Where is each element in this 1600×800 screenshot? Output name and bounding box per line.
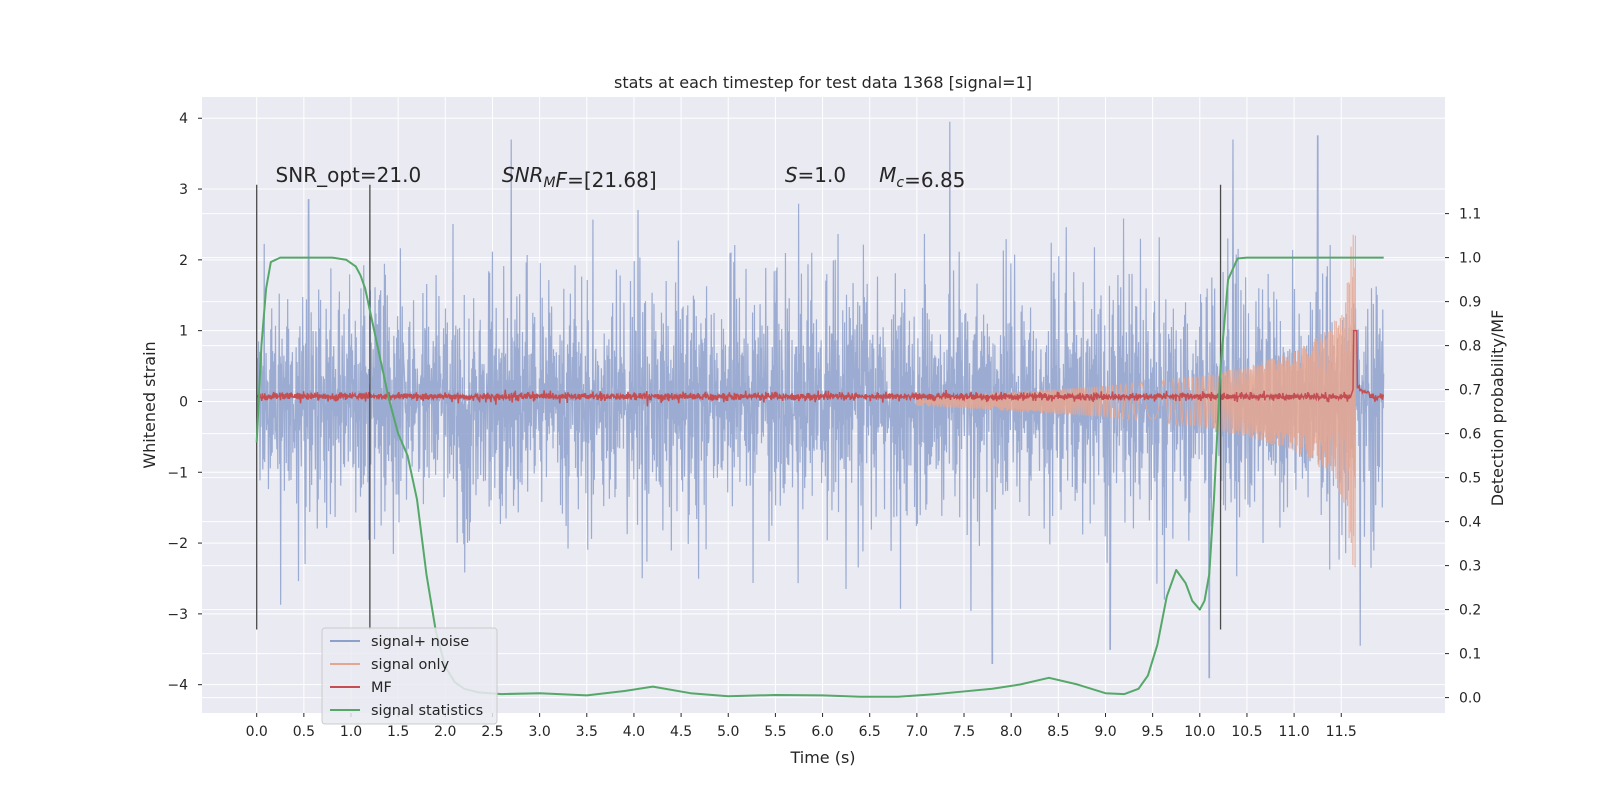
y-tick-label: −3	[167, 607, 188, 623]
y-tick-label: 3	[179, 182, 188, 198]
x-tick-label: 0.5	[293, 724, 315, 740]
legend-label-signal-only: signal only	[371, 657, 450, 673]
y2-tick-label: 0.9	[1459, 295, 1481, 311]
x-tick-label: 3.5	[576, 724, 598, 740]
y2-tick-label: 1.0	[1459, 251, 1481, 267]
y2-tick-label: 1.1	[1459, 207, 1481, 223]
chart-title: stats at each timestep for test data 136…	[614, 73, 1032, 92]
x-tick-label: 7.0	[906, 724, 928, 740]
x-tick-label: 3.0	[528, 724, 550, 740]
x-axis-label: Time (s)	[789, 748, 855, 767]
y-tick-label: −4	[167, 678, 188, 694]
annotation-text: Mc=6.85	[879, 163, 965, 192]
y-ticks: −4 −3 −2 −1 0 1 2 3 4	[167, 111, 202, 694]
y-tick-label: 4	[179, 111, 188, 127]
series-mf-line	[255, 329, 1385, 407]
y-tick-label: 1	[179, 324, 188, 340]
y-tick-label: 2	[179, 253, 188, 269]
annotations: SNR_opt=21.0 SNRMF=[21.68] S=1.0 Mc=6.85	[276, 163, 966, 192]
y2-ticks: 0.0 0.1 0.2 0.3 0.4 0.5 0.6 0.7 0.8 0.9 1.0 1.1	[1445, 207, 1481, 707]
series-signal-noise-line	[256, 121, 1385, 679]
series-signal-statistics-line	[255, 256, 1384, 698]
x-ticks: 0.0 0.5 1.0 1.5 2.0 2.5 3.0 3.5 4.0 4.5 5.0 5.5 6.0 6…	[246, 713, 1357, 740]
y2-tick-label: 0.7	[1459, 383, 1481, 399]
y-tick-label: 0	[179, 394, 188, 410]
x-tick-label: 4.0	[623, 724, 645, 740]
legend-label-signal-noise: signal+ noise	[371, 634, 469, 650]
annotation-text: SNRMF=[21.68]	[502, 163, 657, 192]
y2-tick-label: 0.0	[1459, 691, 1481, 707]
y-tick-label: −1	[167, 465, 188, 481]
y2-tick-label: 0.5	[1459, 471, 1481, 487]
x-tick-label: 2.0	[434, 724, 456, 740]
x-tick-label: 6.0	[811, 724, 833, 740]
x-tick-label: 9.0	[1094, 724, 1116, 740]
y2-tick-label: 0.6	[1459, 427, 1481, 443]
y-tick-label: −2	[167, 536, 188, 552]
x-tick-label: 11.0	[1279, 724, 1310, 740]
legend: signal+ noise signal only MF signal stat…	[321, 627, 498, 725]
x-tick-label: 5.0	[717, 724, 739, 740]
y2-tick-label: 0.1	[1459, 647, 1481, 663]
x-tick-label: 5.5	[764, 724, 786, 740]
x-tick-label: 1.0	[340, 724, 362, 740]
x-tick-label: 6.5	[859, 724, 881, 740]
y2-tick-label: 0.4	[1459, 515, 1481, 531]
legend-label-signal-statistics: signal statistics	[371, 703, 483, 719]
plot-layers	[255, 121, 1385, 698]
x-tick-label: 11.5	[1326, 724, 1357, 740]
x-tick-label: 2.5	[481, 724, 503, 740]
legend-box	[321, 627, 498, 725]
y-axis-label: Whitened strain	[140, 341, 159, 468]
annotation-text: S=1.0	[785, 163, 846, 187]
x-tick-label: 8.0	[1000, 724, 1022, 740]
x-tick-label: 10.0	[1184, 724, 1215, 740]
x-tick-label: 8.5	[1047, 724, 1069, 740]
y2-axis-label: Detection probability/MF	[1488, 310, 1507, 507]
x-tick-label: 0.0	[246, 724, 268, 740]
annotation-text: SNR_opt=21.0	[276, 163, 422, 187]
y2-tick-label: 0.2	[1459, 603, 1481, 619]
x-tick-label: 10.5	[1231, 724, 1262, 740]
y2-tick-label: 0.3	[1459, 559, 1481, 575]
x-tick-label: 4.5	[670, 724, 692, 740]
x-tick-label: 7.5	[953, 724, 975, 740]
legend-label-mf: MF	[371, 680, 392, 696]
x-tick-label: 9.5	[1142, 724, 1164, 740]
y2-tick-label: 0.8	[1459, 339, 1481, 355]
x-tick-label: 1.5	[387, 724, 409, 740]
